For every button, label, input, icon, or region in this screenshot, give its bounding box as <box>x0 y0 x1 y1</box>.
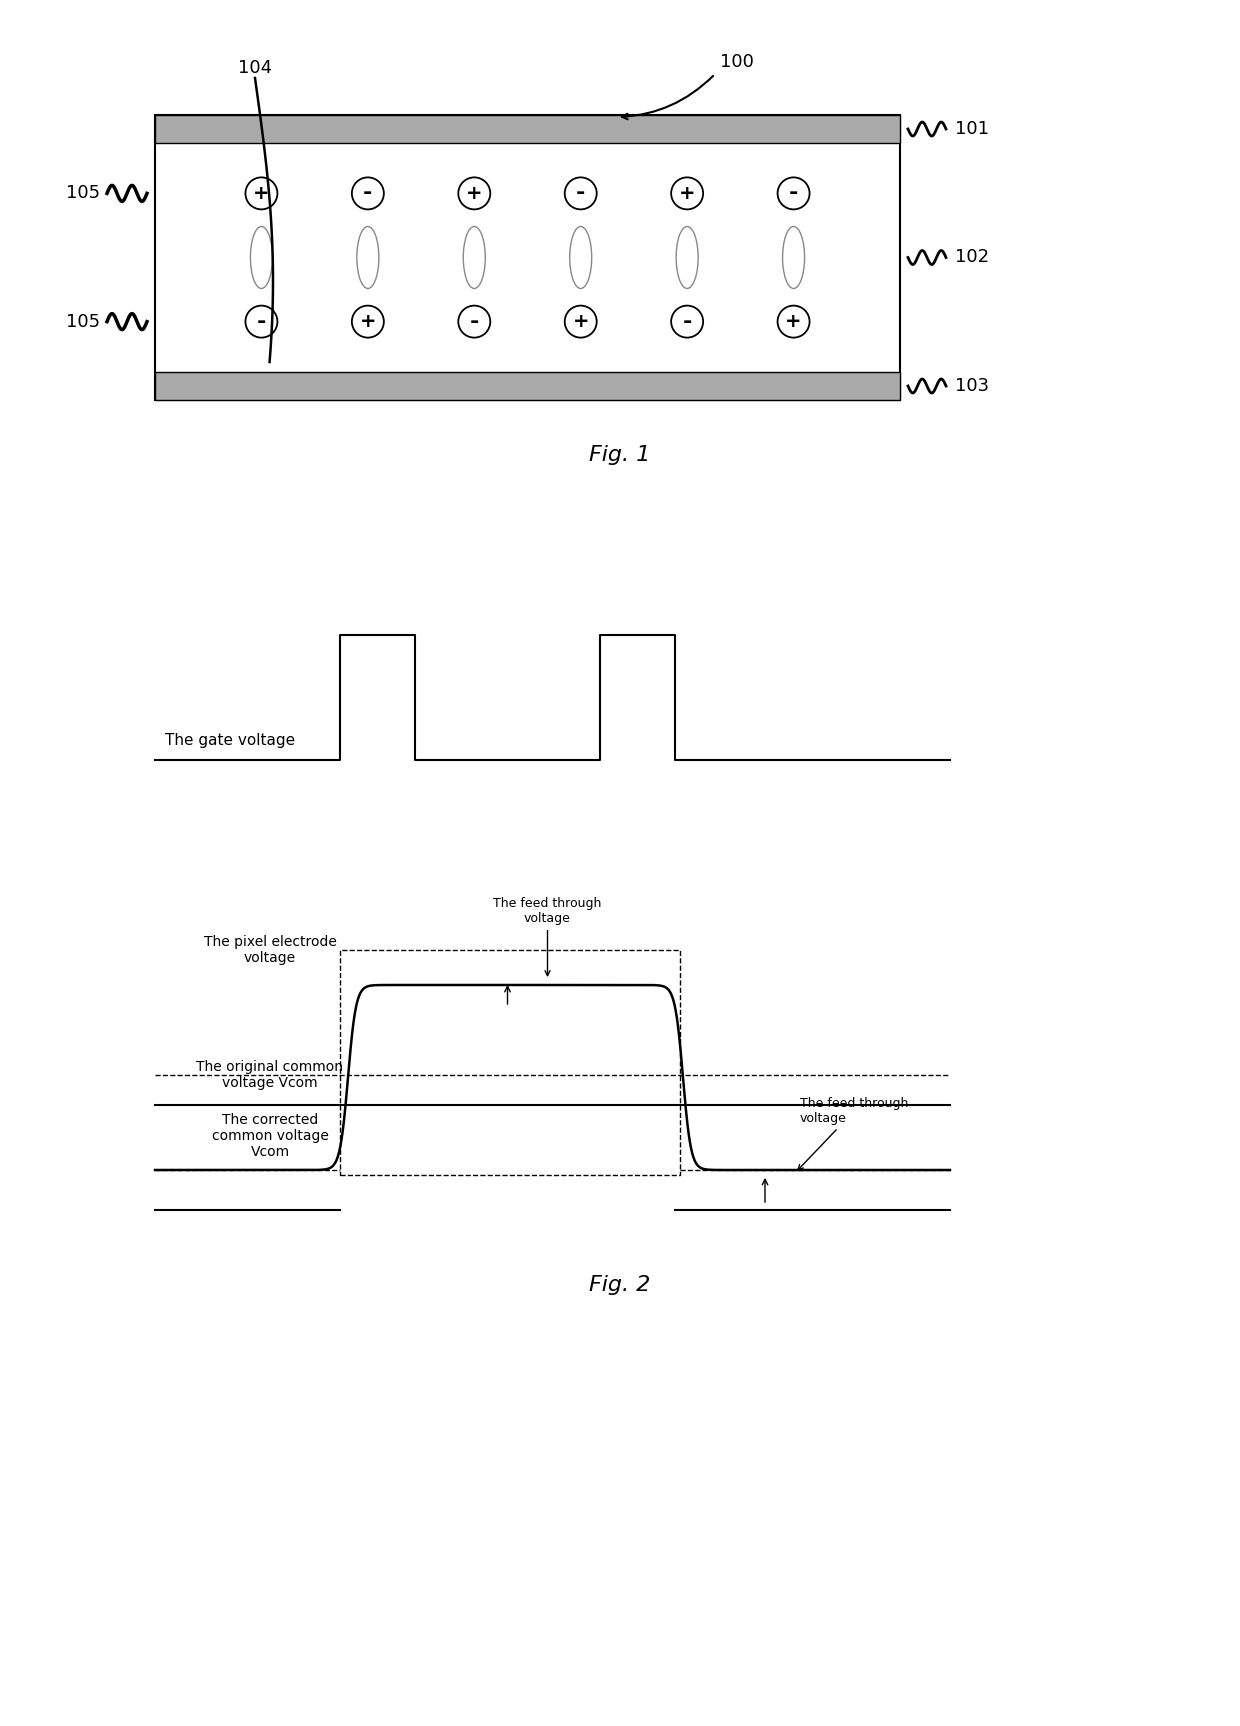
Text: -: - <box>682 312 692 331</box>
Text: 103: 103 <box>955 376 990 395</box>
Text: -: - <box>789 183 799 204</box>
Text: +: + <box>678 185 696 204</box>
Bar <box>155 116 900 400</box>
Text: -: - <box>363 183 372 204</box>
Text: 101: 101 <box>955 121 990 138</box>
Text: 100: 100 <box>720 54 754 71</box>
Text: The corrected
common voltage
Vcom: The corrected common voltage Vcom <box>212 1113 329 1160</box>
Text: -: - <box>470 312 479 331</box>
Text: +: + <box>360 312 376 331</box>
Text: The pixel electrode
voltage: The pixel electrode voltage <box>203 935 336 965</box>
Bar <box>155 373 900 400</box>
Text: +: + <box>573 312 589 331</box>
Text: -: - <box>577 183 585 204</box>
Text: The gate voltage: The gate voltage <box>165 734 295 747</box>
Text: The original common
voltage Vcom: The original common voltage Vcom <box>196 1060 343 1091</box>
Text: 105: 105 <box>66 312 100 331</box>
Text: +: + <box>785 312 802 331</box>
Text: Fig. 1: Fig. 1 <box>589 445 651 464</box>
Text: Fig. 2: Fig. 2 <box>589 1276 651 1294</box>
Text: 104: 104 <box>238 59 272 78</box>
Text: 105: 105 <box>66 185 100 202</box>
Text: The feed through
voltage: The feed through voltage <box>494 898 601 975</box>
Text: The feed through
voltage: The feed through voltage <box>799 1098 909 1170</box>
Text: -: - <box>257 312 267 331</box>
Text: 102: 102 <box>955 249 990 266</box>
Text: +: + <box>466 185 482 204</box>
Text: +: + <box>253 185 269 204</box>
Bar <box>155 116 900 143</box>
